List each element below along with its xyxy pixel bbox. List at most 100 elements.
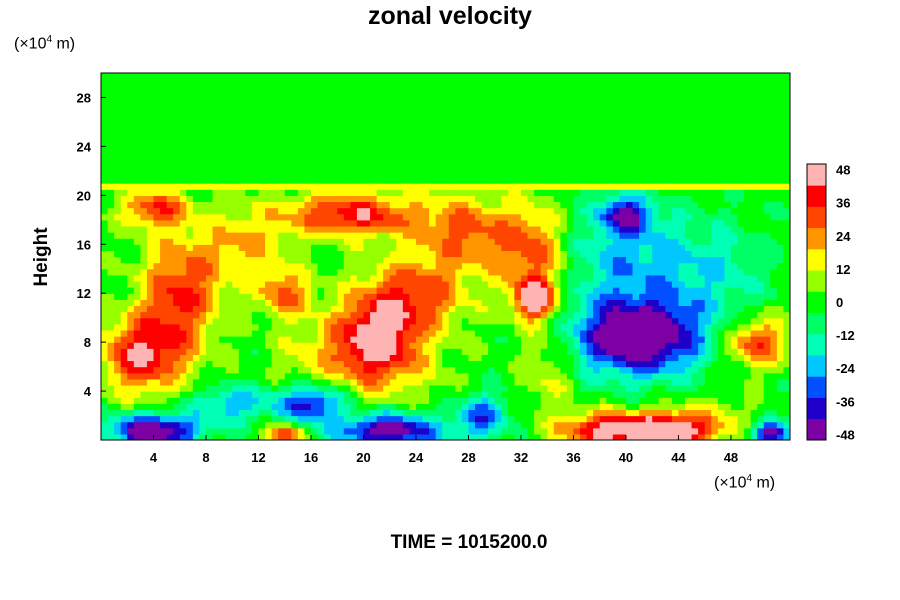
field-cell [639, 323, 647, 331]
field-cell [304, 170, 312, 178]
field-cell [475, 354, 483, 362]
field-cell [580, 176, 588, 184]
field-cell [291, 348, 299, 355]
field-cell [737, 397, 745, 404]
field-cell [317, 238, 325, 245]
field-cell [140, 433, 148, 440]
field-cell [383, 225, 391, 233]
field-cell [639, 329, 647, 337]
field-cell [711, 164, 719, 172]
field-cell [166, 219, 174, 227]
field-cell [225, 225, 233, 233]
field-cell [284, 201, 292, 209]
field-cell [107, 299, 115, 307]
field-cell [619, 378, 627, 386]
field-cell [658, 152, 666, 160]
field-cell [514, 354, 522, 362]
field-cell [350, 146, 358, 154]
field-cell [120, 250, 128, 258]
field-cell [560, 397, 568, 404]
field-cell [389, 372, 397, 380]
field-cell [442, 378, 450, 386]
field-cell [580, 305, 588, 313]
field-cell [639, 219, 647, 227]
field-cell [593, 415, 601, 423]
field-cell [422, 189, 430, 196]
field-cell [265, 170, 273, 178]
field-cell [639, 201, 647, 209]
field-cell [580, 274, 588, 282]
field-cell [501, 256, 509, 264]
field-cell [251, 384, 260, 392]
field-cell [179, 262, 187, 270]
field-cell [415, 158, 424, 166]
field-cell [671, 280, 680, 288]
field-cell [409, 219, 417, 227]
field-cell [501, 323, 509, 331]
field-cell [212, 250, 220, 258]
field-cell [324, 146, 332, 154]
field-cell [376, 323, 384, 331]
field-cell [297, 164, 306, 172]
field-cell [429, 311, 437, 319]
field-cell [547, 323, 555, 331]
field-cell [146, 433, 155, 440]
field-cell [245, 305, 253, 313]
field-cell [376, 342, 384, 349]
field-cell [343, 409, 351, 417]
field-cell [429, 238, 437, 245]
field-cell [120, 256, 128, 264]
field-cell [278, 354, 286, 362]
field-cell [770, 280, 778, 288]
field-cell [494, 232, 502, 239]
field-cell [114, 348, 122, 355]
field-cell [265, 336, 273, 343]
field-cell [101, 415, 109, 423]
field-cell [350, 268, 358, 276]
field-cell [389, 311, 397, 319]
field-cell [376, 366, 384, 374]
field-cell [632, 421, 640, 429]
field-cell [251, 403, 260, 411]
field-cell [284, 403, 292, 411]
field-cell [205, 329, 214, 337]
field-cell [389, 262, 397, 270]
field-cell [717, 293, 725, 300]
field-cell [724, 354, 732, 362]
field-cell [501, 170, 509, 178]
field-cell [685, 384, 693, 392]
field-cell [744, 250, 752, 258]
field-cell [304, 311, 312, 319]
field-cell [514, 403, 522, 411]
field-cell [212, 189, 220, 196]
field-cell [665, 183, 673, 190]
field-cell [133, 360, 141, 368]
field-cell [757, 329, 765, 337]
field-cell [757, 183, 765, 190]
field-cell [278, 360, 286, 368]
field-cell [153, 378, 161, 386]
field-cell [101, 403, 109, 411]
velocity-field [101, 73, 790, 440]
field-cell [658, 232, 666, 239]
field-cell [704, 378, 712, 386]
field-cell [593, 244, 601, 251]
field-cell [114, 372, 122, 380]
field-cell [415, 170, 424, 178]
field-cell [238, 317, 246, 325]
field-cell [245, 280, 253, 288]
field-cell [225, 354, 233, 362]
field-cell [685, 244, 693, 251]
field-cell [645, 372, 653, 380]
field-cell [698, 195, 706, 203]
field-cell [586, 244, 594, 251]
field-cell [540, 244, 548, 251]
field-cell [238, 158, 246, 166]
field-cell [376, 152, 384, 160]
field-cell [580, 427, 588, 435]
field-cell [658, 195, 666, 203]
field-cell [265, 384, 273, 392]
field-cell [704, 299, 712, 307]
field-cell [698, 158, 706, 166]
field-cell [317, 360, 325, 368]
